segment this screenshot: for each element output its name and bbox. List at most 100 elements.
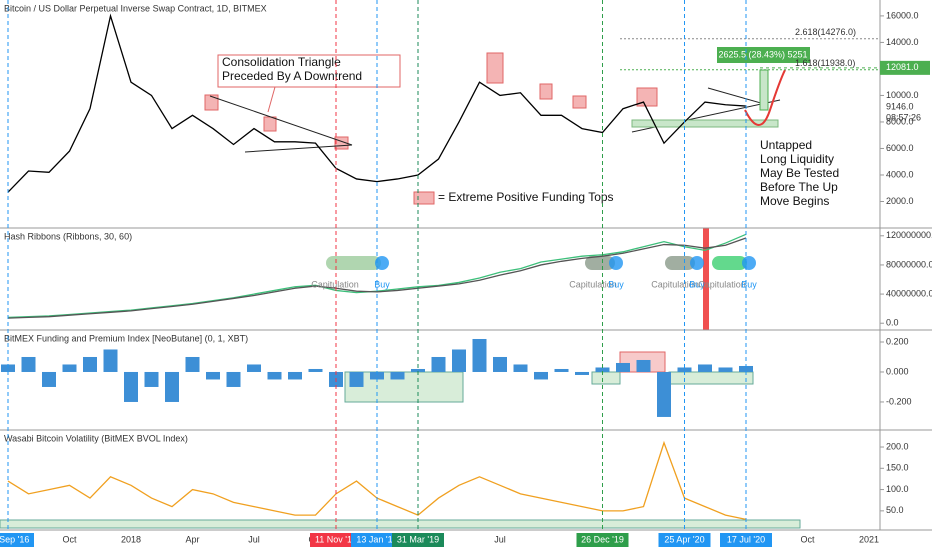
y-tick-label: 100.0 bbox=[886, 484, 909, 494]
bar bbox=[288, 371, 302, 380]
bar bbox=[739, 365, 753, 372]
funding-top-box bbox=[486, 52, 504, 84]
signal-label: Buy bbox=[374, 279, 390, 289]
y-tick-label: 14000.0 bbox=[886, 37, 919, 47]
bar bbox=[308, 368, 323, 372]
x-tick-label: 26 Dec '19 bbox=[581, 534, 624, 544]
bar bbox=[370, 371, 384, 380]
bar bbox=[1, 364, 15, 372]
bar bbox=[431, 356, 446, 372]
bar bbox=[247, 364, 261, 372]
date-tag bbox=[658, 533, 711, 547]
y-tick-label: 4000.0 bbox=[886, 169, 914, 179]
annotation-arrow bbox=[267, 86, 276, 113]
decorations bbox=[0, 47, 810, 529]
y-tick-label: 10000.0 bbox=[886, 90, 919, 100]
vol-zone bbox=[0, 519, 801, 529]
bar bbox=[677, 367, 692, 372]
price-label: 08:57:26 bbox=[886, 112, 921, 122]
bar bbox=[595, 367, 610, 372]
x-tick-label: 11 Nov '18 bbox=[315, 534, 357, 544]
bar bbox=[390, 371, 405, 380]
bar bbox=[657, 371, 671, 417]
bar bbox=[698, 364, 712, 372]
y-tick-label: 16000.0 bbox=[886, 10, 919, 20]
x-tick-label: 07 Sep '16 bbox=[0, 534, 29, 544]
annotation: May Be Tested bbox=[760, 166, 839, 180]
bar bbox=[62, 364, 77, 372]
fib-label: 1.618(11938.0) bbox=[795, 58, 855, 68]
date-tag bbox=[351, 533, 403, 547]
line bbox=[7, 13, 747, 193]
date-tag bbox=[576, 533, 629, 547]
y-tick-label: 6000.0 bbox=[886, 143, 914, 153]
last-price-label: 12081.0 bbox=[886, 62, 919, 72]
capitulation-bar bbox=[703, 228, 709, 330]
legend-box bbox=[413, 191, 435, 205]
bar bbox=[472, 338, 487, 372]
funding-top-box bbox=[539, 83, 553, 100]
triangle-line bbox=[209, 95, 353, 146]
funding-zone bbox=[591, 371, 621, 385]
date-tag bbox=[0, 533, 34, 547]
bar bbox=[103, 349, 118, 372]
signal-label: Capitulation bbox=[651, 279, 699, 289]
y-tick-label: 200.0 bbox=[886, 441, 909, 451]
date-tag bbox=[310, 533, 362, 547]
bar bbox=[554, 368, 569, 372]
bar bbox=[616, 362, 630, 372]
funding-top-box bbox=[572, 95, 587, 109]
bar bbox=[349, 371, 364, 387]
x-tick-label: 2018 bbox=[121, 534, 141, 544]
bar bbox=[534, 371, 548, 380]
pane-title: Hash Ribbons (Ribbons, 30, 60) bbox=[4, 231, 132, 241]
annotation: Long Liquidity bbox=[760, 152, 834, 166]
x-tick-label: Jul bbox=[248, 534, 260, 544]
bar bbox=[636, 359, 651, 372]
annotation: Preceded By A Downtrend bbox=[222, 69, 362, 83]
funding-zone bbox=[344, 371, 464, 403]
measure-label: 2625.5 (28.43%) 5251 bbox=[718, 49, 807, 59]
y-tick-label: 150.0 bbox=[886, 463, 909, 473]
pane-title: Bitcoin / US Dollar Perpetual Inverse Sw… bbox=[4, 3, 267, 13]
bar bbox=[267, 371, 282, 380]
annotation: Before The Up bbox=[760, 180, 838, 194]
bar bbox=[144, 371, 159, 387]
signal-label: Buy bbox=[689, 279, 705, 289]
bar bbox=[21, 356, 36, 372]
y-tick-label: -0.200 bbox=[886, 396, 912, 406]
x-tick-label: Jul bbox=[494, 534, 506, 544]
projection bbox=[744, 69, 786, 126]
bar bbox=[718, 367, 733, 372]
bar bbox=[493, 356, 507, 372]
triangle-line bbox=[244, 144, 353, 153]
y-tick-label: 0.000 bbox=[886, 366, 909, 376]
annotation-box bbox=[217, 54, 401, 88]
pane-title: BitMEX Funding and Premium Index [NeoBut… bbox=[4, 333, 248, 343]
x-tick-label: 25 Apr '20 bbox=[664, 534, 704, 544]
annotation: Consolidation Triangle bbox=[222, 55, 341, 69]
fib-label: 2.618(14276.0) bbox=[795, 27, 856, 37]
line bbox=[7, 233, 747, 319]
annotation: = Extreme Positive Funding Tops bbox=[438, 190, 614, 204]
x-tick-label: 2021 bbox=[859, 534, 879, 544]
y-tick-label: 50.0 bbox=[886, 505, 904, 515]
annotation: Untapped bbox=[760, 138, 812, 152]
annotation: Move Begins bbox=[760, 194, 829, 208]
triangle-line bbox=[707, 87, 769, 106]
bar bbox=[165, 371, 179, 402]
y-tick-label: 40000000.0 bbox=[886, 288, 932, 298]
bar bbox=[575, 371, 589, 375]
signal-label: Capitulation bbox=[569, 279, 617, 289]
x-tick-label: Apr bbox=[185, 534, 199, 544]
x-tick-label: 31 Mar '19 bbox=[397, 534, 439, 544]
bar bbox=[513, 364, 528, 372]
funding-zone bbox=[668, 371, 754, 385]
bar bbox=[185, 356, 200, 372]
measure-range bbox=[759, 69, 769, 111]
bar bbox=[124, 371, 138, 402]
date-tag bbox=[720, 533, 772, 547]
y-tick-label: 120000000.0 bbox=[886, 230, 932, 240]
bar bbox=[206, 371, 220, 380]
